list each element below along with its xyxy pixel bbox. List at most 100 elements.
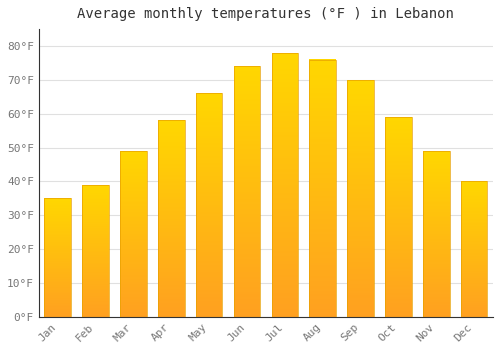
Bar bbox=[310, 304, 336, 307]
Bar bbox=[82, 191, 109, 193]
Bar bbox=[158, 185, 184, 187]
Bar bbox=[234, 277, 260, 279]
Bar bbox=[196, 283, 222, 286]
Bar bbox=[82, 303, 109, 305]
Bar bbox=[423, 177, 450, 179]
Bar bbox=[348, 179, 374, 182]
Bar bbox=[82, 201, 109, 202]
Bar bbox=[158, 120, 184, 122]
Bar bbox=[385, 153, 411, 155]
Bar bbox=[196, 294, 222, 297]
Bar bbox=[423, 214, 450, 216]
Bar bbox=[385, 215, 411, 217]
Bar bbox=[158, 197, 184, 199]
Bar bbox=[234, 309, 260, 312]
Bar bbox=[234, 176, 260, 179]
Bar bbox=[120, 194, 146, 196]
Bar bbox=[234, 169, 260, 171]
Bar bbox=[348, 212, 374, 215]
Bar bbox=[348, 258, 374, 260]
Bar bbox=[461, 275, 487, 276]
Bar bbox=[272, 222, 298, 224]
Bar bbox=[385, 185, 411, 187]
Bar bbox=[385, 159, 411, 161]
Bar bbox=[461, 229, 487, 230]
Bar bbox=[196, 100, 222, 102]
Bar bbox=[310, 70, 336, 72]
Bar bbox=[461, 219, 487, 220]
Bar bbox=[196, 270, 222, 272]
Bar bbox=[423, 244, 450, 245]
Bar bbox=[348, 148, 374, 151]
Bar bbox=[310, 312, 336, 314]
Bar bbox=[120, 307, 146, 308]
Bar bbox=[234, 179, 260, 182]
Bar bbox=[82, 199, 109, 201]
Bar bbox=[120, 158, 146, 159]
Bar bbox=[44, 285, 71, 286]
Bar bbox=[272, 121, 298, 124]
Bar bbox=[82, 187, 109, 189]
Bar bbox=[310, 165, 336, 168]
Bar bbox=[196, 241, 222, 243]
Bar bbox=[348, 168, 374, 170]
Bar bbox=[234, 274, 260, 277]
Bar bbox=[82, 238, 109, 239]
Bar bbox=[82, 207, 109, 209]
Bar bbox=[310, 273, 336, 276]
Bar bbox=[461, 259, 487, 260]
Bar bbox=[348, 160, 374, 163]
Bar bbox=[196, 263, 222, 265]
Bar bbox=[120, 212, 146, 214]
Bar bbox=[461, 209, 487, 210]
Bar bbox=[423, 164, 450, 166]
Bar bbox=[385, 203, 411, 205]
Bar bbox=[196, 140, 222, 142]
Bar bbox=[44, 222, 71, 223]
Bar bbox=[120, 161, 146, 162]
Bar bbox=[348, 80, 374, 317]
Bar bbox=[196, 113, 222, 116]
Bar bbox=[348, 113, 374, 116]
Bar bbox=[44, 239, 71, 240]
Bar bbox=[44, 282, 71, 284]
Bar bbox=[461, 223, 487, 225]
Bar bbox=[310, 173, 336, 175]
Bar bbox=[310, 204, 336, 206]
Bar bbox=[158, 287, 184, 289]
Bar bbox=[348, 253, 374, 255]
Bar bbox=[44, 288, 71, 289]
Bar bbox=[423, 274, 450, 275]
Bar bbox=[348, 139, 374, 141]
Bar bbox=[120, 225, 146, 227]
Bar bbox=[158, 258, 184, 260]
Bar bbox=[385, 181, 411, 183]
Bar bbox=[196, 247, 222, 250]
Bar bbox=[158, 220, 184, 223]
Bar bbox=[385, 241, 411, 243]
Bar bbox=[120, 159, 146, 161]
Bar bbox=[82, 216, 109, 218]
Bar bbox=[196, 189, 222, 192]
Bar bbox=[272, 98, 298, 100]
Bar bbox=[385, 141, 411, 143]
Bar bbox=[234, 136, 260, 139]
Bar bbox=[44, 230, 71, 231]
Bar bbox=[234, 104, 260, 106]
Bar bbox=[158, 209, 184, 211]
Bar bbox=[120, 287, 146, 289]
Bar bbox=[461, 233, 487, 234]
Bar bbox=[120, 179, 146, 181]
Bar bbox=[272, 227, 298, 230]
Bar bbox=[44, 298, 71, 299]
Bar bbox=[158, 242, 184, 244]
Bar bbox=[423, 151, 450, 153]
Bar bbox=[158, 238, 184, 240]
Bar bbox=[196, 265, 222, 268]
Bar bbox=[196, 96, 222, 98]
Bar bbox=[82, 232, 109, 234]
Bar bbox=[423, 187, 450, 189]
Bar bbox=[44, 202, 71, 203]
Bar bbox=[385, 269, 411, 271]
Bar bbox=[423, 302, 450, 303]
